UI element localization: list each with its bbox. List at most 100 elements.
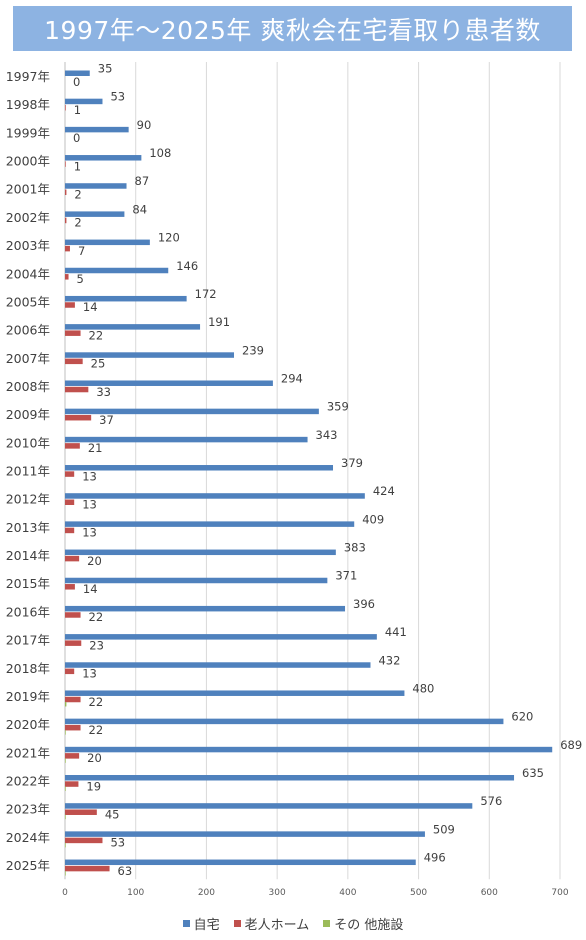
category-label: 2001年 bbox=[6, 182, 50, 197]
bar-other-facility bbox=[65, 786, 66, 791]
bar-nursing-home bbox=[65, 471, 75, 477]
bar-home bbox=[65, 70, 90, 76]
data-label-home: 87 bbox=[135, 174, 150, 188]
category-label: 2012年 bbox=[6, 492, 50, 507]
category-label: 2002年 bbox=[6, 210, 50, 225]
data-label-nursing-home: 0 bbox=[73, 131, 80, 145]
data-label-nursing-home: 2 bbox=[74, 188, 81, 202]
x-tick-label: 0 bbox=[62, 888, 68, 898]
bar-other-facility bbox=[65, 730, 66, 735]
x-tick-label: 100 bbox=[127, 888, 144, 898]
category-label: 2013年 bbox=[6, 520, 50, 535]
x-tick-label: 700 bbox=[551, 888, 568, 898]
bar-home bbox=[65, 690, 405, 696]
category-label: 2018年 bbox=[6, 661, 50, 676]
data-label-nursing-home: 22 bbox=[89, 723, 104, 737]
category-label: 2008年 bbox=[6, 379, 50, 394]
data-label-nursing-home: 13 bbox=[82, 498, 97, 512]
category-label: 2014年 bbox=[6, 548, 50, 563]
category-label: 1997年 bbox=[6, 69, 50, 84]
data-label-nursing-home: 13 bbox=[82, 526, 97, 540]
bar-nursing-home bbox=[65, 527, 75, 534]
bar-home bbox=[65, 718, 504, 725]
bar-home bbox=[65, 126, 129, 133]
bar-nursing-home bbox=[65, 555, 80, 562]
data-label-nursing-home: 23 bbox=[89, 638, 104, 652]
bar-nursing-home bbox=[65, 274, 69, 280]
bar-home bbox=[65, 549, 336, 556]
data-label-nursing-home: 22 bbox=[89, 695, 104, 709]
data-label-nursing-home: 37 bbox=[99, 413, 114, 427]
data-label-nursing-home: 25 bbox=[91, 357, 106, 371]
bar-home bbox=[65, 267, 169, 274]
data-label-nursing-home: 45 bbox=[105, 807, 120, 821]
bar-home bbox=[65, 408, 319, 415]
data-label-home: 239 bbox=[242, 343, 264, 357]
x-tick-label: 300 bbox=[269, 888, 286, 898]
data-label-home: 635 bbox=[522, 766, 544, 780]
bar-home bbox=[65, 775, 515, 781]
data-label-nursing-home: 53 bbox=[110, 836, 125, 850]
data-label-home: 359 bbox=[327, 400, 349, 414]
category-label: 1998年 bbox=[6, 97, 50, 112]
bar-home bbox=[65, 211, 125, 217]
data-label-nursing-home: 2 bbox=[74, 216, 81, 230]
data-label-home: 35 bbox=[98, 62, 113, 76]
data-label-home: 371 bbox=[335, 569, 357, 583]
data-label-nursing-home: 1 bbox=[74, 103, 81, 117]
data-label-home: 294 bbox=[281, 371, 303, 385]
legend-item-home: 自宅 bbox=[182, 914, 220, 933]
legend-swatch-home bbox=[182, 920, 190, 927]
category-label: 2017年 bbox=[6, 633, 50, 648]
data-label-nursing-home: 22 bbox=[89, 328, 104, 342]
bar-nursing-home bbox=[65, 414, 92, 421]
category-label: 2005年 bbox=[6, 294, 50, 309]
bar-nursing-home bbox=[65, 668, 75, 675]
bar-home bbox=[65, 352, 235, 358]
x-tick-label: 500 bbox=[410, 888, 427, 898]
bar-other-facility bbox=[65, 871, 66, 876]
bar-home bbox=[65, 634, 377, 640]
bar-home bbox=[65, 183, 127, 189]
bar-home bbox=[65, 746, 553, 753]
bar-nursing-home bbox=[65, 443, 80, 449]
data-label-nursing-home: 20 bbox=[87, 751, 102, 765]
bar-nursing-home bbox=[65, 696, 81, 703]
data-label-home: 84 bbox=[132, 202, 147, 216]
category-label: 2022年 bbox=[6, 774, 50, 789]
category-label: 2004年 bbox=[6, 266, 50, 281]
bar-nursing-home bbox=[65, 612, 81, 618]
bar-home bbox=[65, 155, 142, 161]
category-label: 2020年 bbox=[6, 717, 50, 732]
data-label-nursing-home: 20 bbox=[87, 554, 102, 568]
data-label-nursing-home: 63 bbox=[118, 864, 133, 878]
bar-home bbox=[65, 605, 346, 612]
legend-swatch-nursing-home bbox=[233, 920, 241, 927]
bar-nursing-home bbox=[65, 724, 81, 731]
title-bar: 1997年～2025年 爽秋会在宅看取り患者数 bbox=[13, 6, 572, 51]
category-label: 2003年 bbox=[6, 238, 50, 253]
data-label-home: 172 bbox=[195, 287, 217, 301]
data-label-home: 509 bbox=[433, 822, 455, 836]
chart-title: 1997年～2025年 爽秋会在宅看取り患者数 bbox=[44, 15, 541, 45]
bar-nursing-home bbox=[65, 302, 75, 308]
bar-nursing-home bbox=[65, 189, 67, 196]
bar-nursing-home bbox=[65, 781, 79, 787]
bar-nursing-home bbox=[65, 330, 81, 336]
legend-label-nursing-home: 老人ホーム bbox=[244, 918, 310, 933]
bar-nursing-home bbox=[65, 809, 97, 815]
data-label-home: 620 bbox=[511, 710, 533, 724]
bar-home bbox=[65, 831, 425, 837]
data-label-home: 441 bbox=[385, 625, 407, 639]
data-label-home: 496 bbox=[424, 851, 446, 865]
data-label-nursing-home: 14 bbox=[83, 300, 98, 314]
data-label-home: 120 bbox=[158, 231, 180, 245]
data-label-home: 409 bbox=[362, 512, 384, 526]
legend-item-nursing-home: 老人ホーム bbox=[233, 914, 310, 933]
legend-item-other-facility: その 他施設 bbox=[323, 914, 403, 933]
data-label-nursing-home: 19 bbox=[86, 779, 101, 793]
data-label-home: 343 bbox=[316, 428, 338, 442]
bar-home bbox=[65, 239, 150, 246]
bar-nursing-home bbox=[65, 584, 75, 590]
